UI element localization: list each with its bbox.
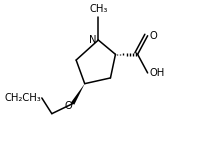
Text: O: O: [64, 101, 72, 111]
Text: OH: OH: [150, 68, 165, 78]
Polygon shape: [71, 84, 85, 105]
Text: CH₂CH₃: CH₂CH₃: [4, 93, 41, 103]
Text: N: N: [89, 35, 97, 45]
Text: O: O: [150, 31, 158, 41]
Text: CH₃: CH₃: [89, 4, 107, 14]
